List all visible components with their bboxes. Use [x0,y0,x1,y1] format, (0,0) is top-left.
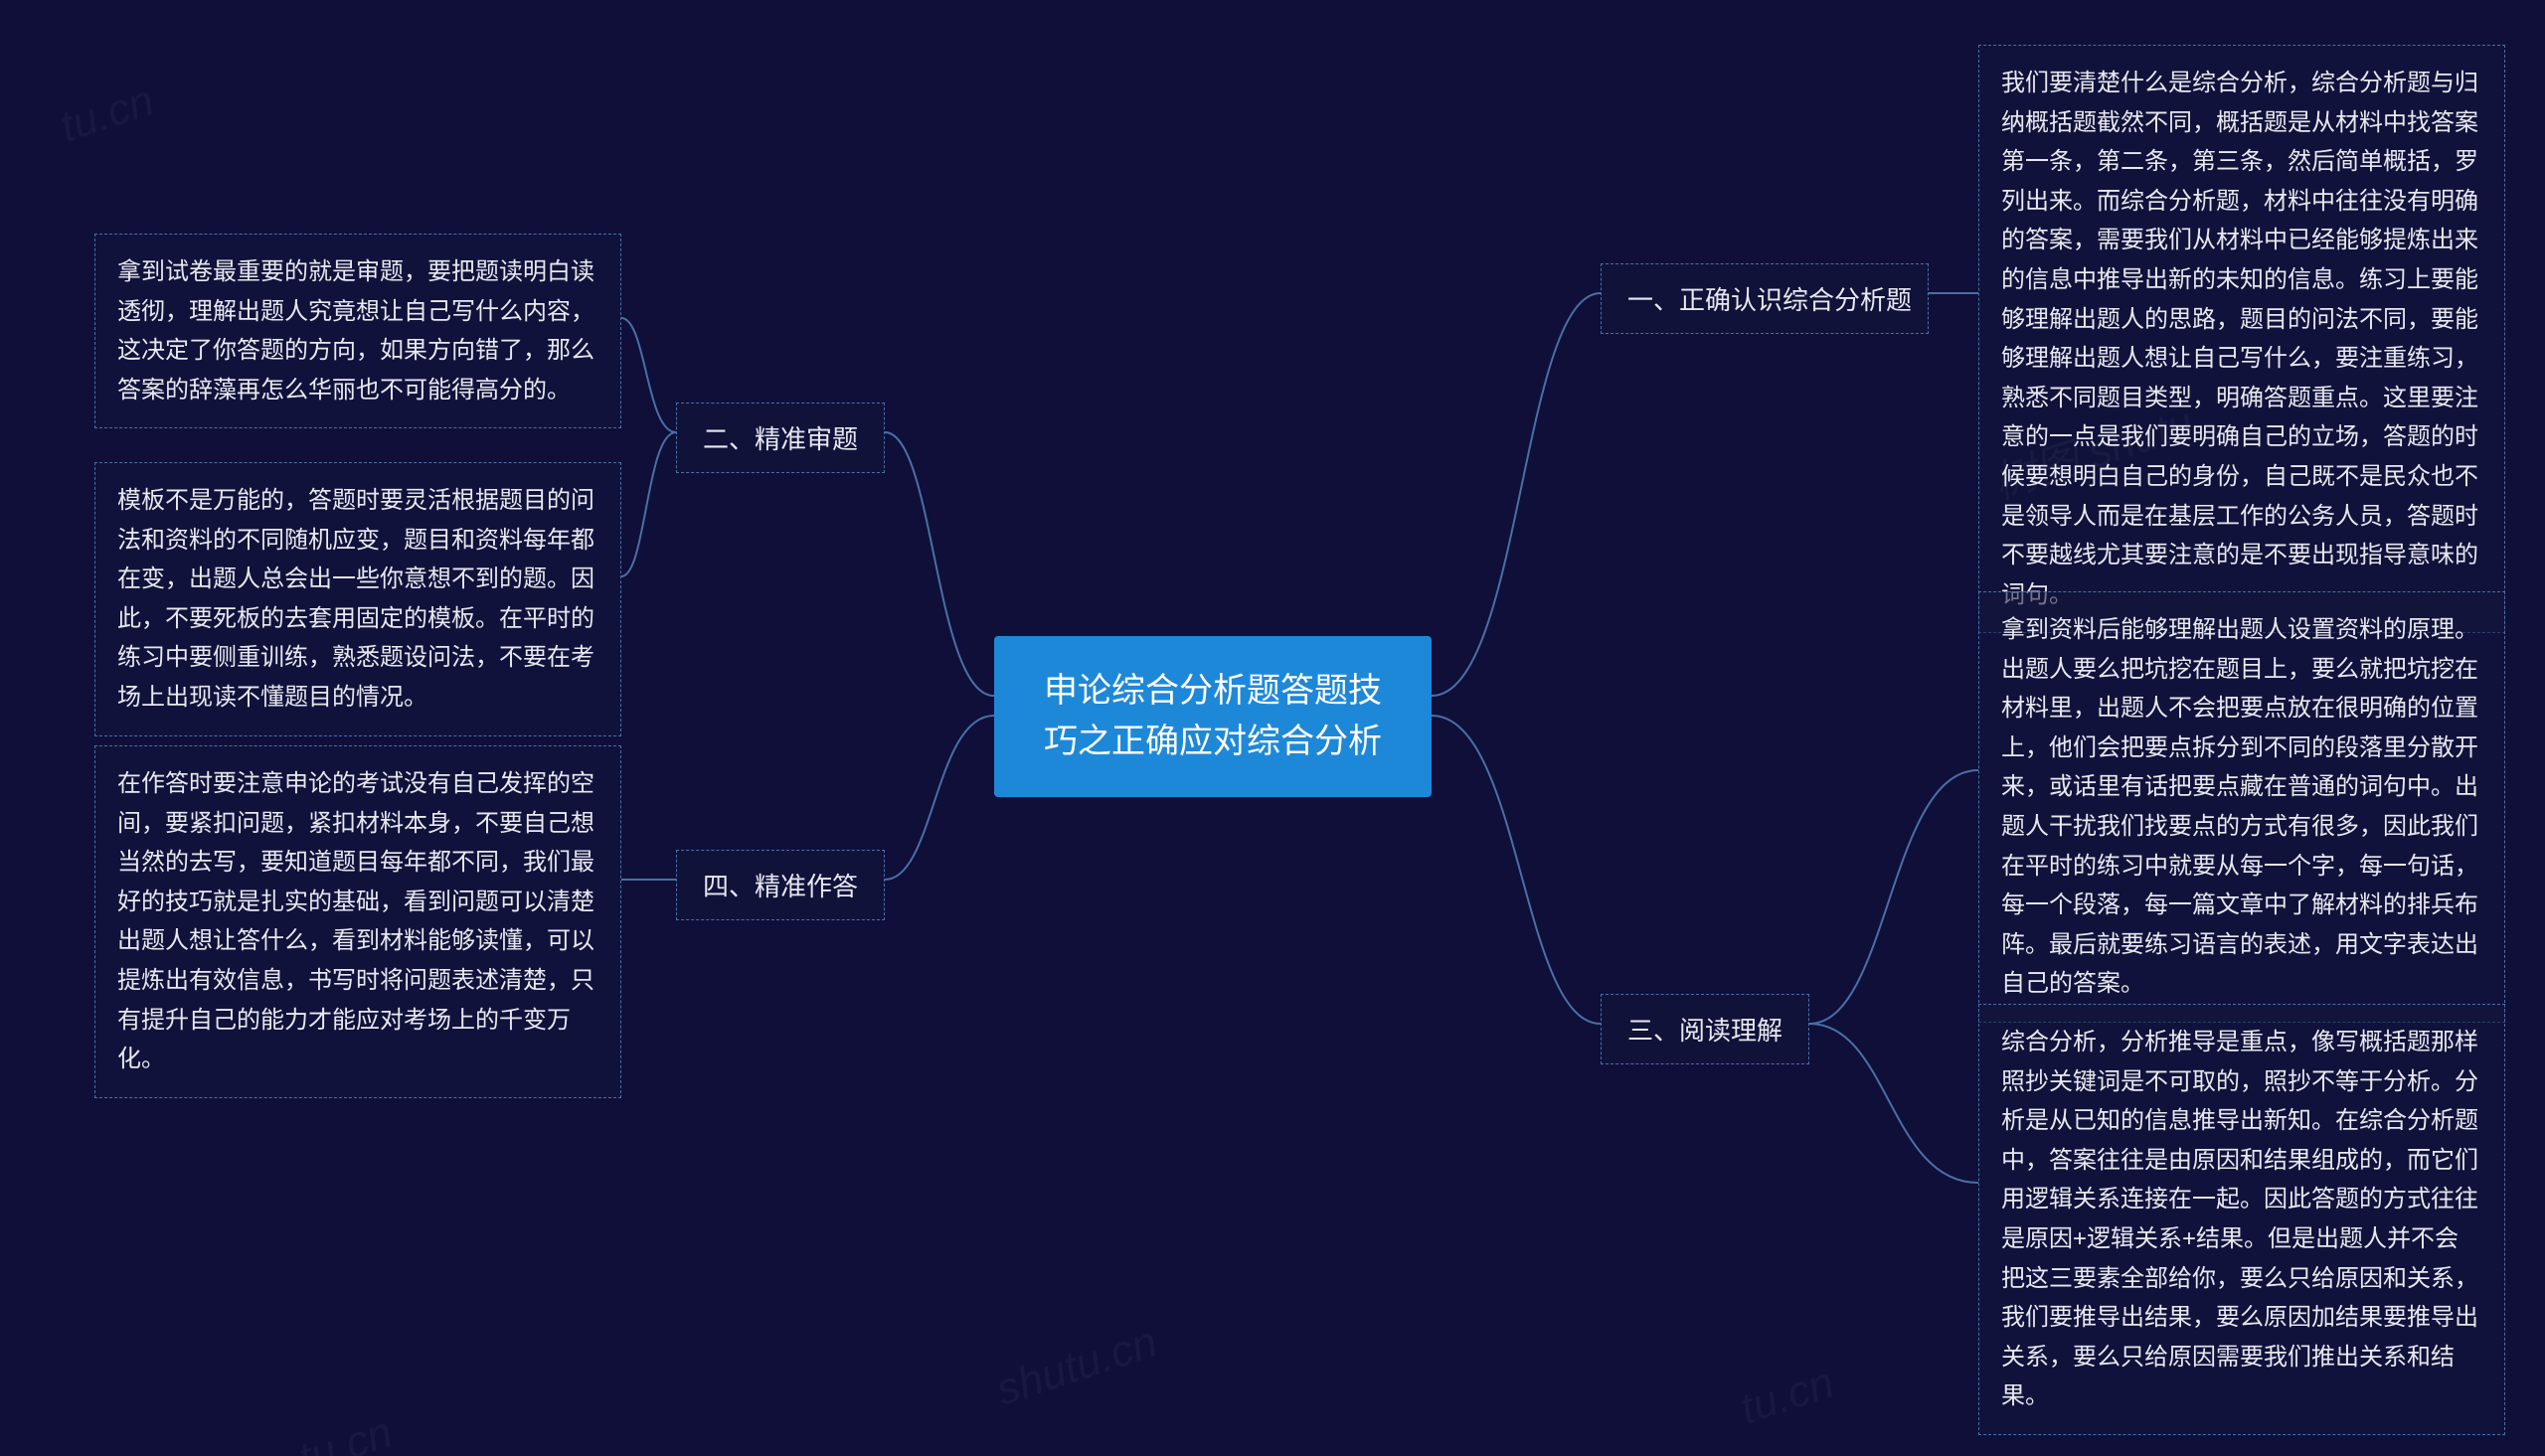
connector [1432,293,1601,696]
watermark: shutu.cn [990,1318,1163,1416]
branch-node-2[interactable]: 二、精准审题 [676,403,885,473]
connector [1809,1024,1978,1183]
connector [1432,716,1601,1024]
branch-node-1[interactable]: 一、正确认识综合分析题 [1601,263,1929,334]
connector [885,432,994,696]
branch-node-3[interactable]: 三、阅读理解 [1601,994,1809,1064]
watermark: tu.cn [293,1407,399,1456]
connector [1809,770,1978,1024]
watermark: tu.cn [55,76,160,152]
connector [885,716,994,880]
branch-node-4[interactable]: 四、精准作答 [676,850,885,920]
leaf-node[interactable]: 在作答时要注意申论的考试没有自己发挥的空间，要紧扣问题，紧扣材料本身，不要自己想… [94,745,621,1098]
connector [621,318,676,432]
watermark: tu.cn [1735,1358,1840,1434]
connector [621,432,676,576]
leaf-node[interactable]: 我们要清楚什么是综合分析，综合分析题与归纳概括题截然不同，概括题是从材料中找答案… [1978,45,2505,633]
leaf-node[interactable]: 拿到资料后能够理解出题人设置资料的原理。出题人要么把坑挖在题目上，要么就把坑挖在… [1978,591,2505,1023]
mindmap-canvas: 申论综合分析题答题技巧之正确应对综合分析 一、正确认识综合分析题 三、阅读理解 … [0,0,2545,1456]
leaf-node[interactable]: 拿到试卷最重要的就是审题，要把题读明白读透彻，理解出题人究竟想让自己写什么内容，… [94,234,621,428]
leaf-node[interactable]: 模板不是万能的，答题时要灵活根据题目的问法和资料的不同随机应变，题目和资料每年都… [94,462,621,736]
leaf-node[interactable]: 综合分析，分析推导是重点，像写概括题那样照抄关键词是不可取的，照抄不等于分析。分… [1978,1004,2505,1435]
center-topic[interactable]: 申论综合分析题答题技巧之正确应对综合分析 [994,636,1432,797]
